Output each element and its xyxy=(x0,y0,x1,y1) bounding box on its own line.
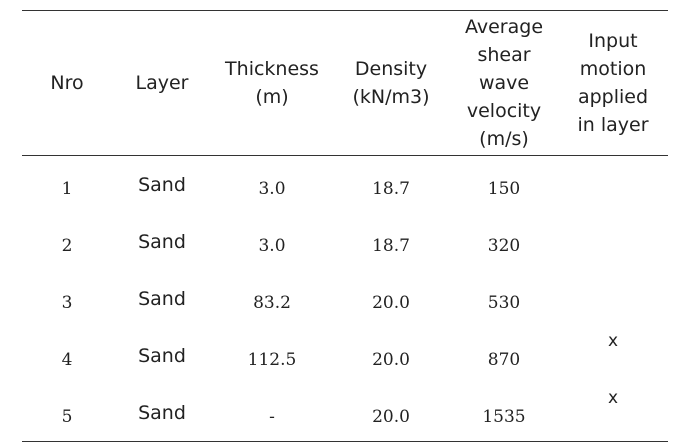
cell-density: 20.0 xyxy=(372,349,410,370)
cell-density: 18.7 xyxy=(372,235,410,256)
header-velocity-line-1: Average xyxy=(464,16,544,38)
table-row: 1 Sand 3.0 18.7 150 xyxy=(22,156,668,214)
cell-velocity: 320 xyxy=(487,235,521,256)
header-input-line-2: motion xyxy=(579,58,647,80)
soil-layer-table-container: Nro Layer Thickness (m) Density (kN/m3) … xyxy=(22,10,668,442)
header-velocity: Average shear wave velocity (m/s) xyxy=(450,11,558,156)
cell-nro: 3 xyxy=(61,292,73,313)
cell-velocity: 870 xyxy=(487,349,521,370)
header-input-motion: Input motion applied in layer xyxy=(558,11,668,156)
header-velocity-line-5: (m/s) xyxy=(479,128,529,150)
cell-velocity: 530 xyxy=(487,292,521,313)
header-input-line-4: in layer xyxy=(577,114,649,136)
header-row: Nro Layer Thickness (m) Density (kN/m3) … xyxy=(22,10,668,156)
header-density-line-1: Density xyxy=(354,58,428,80)
cell-input xyxy=(558,156,668,214)
soil-layer-table: Nro Layer Thickness (m) Density (kN/m3) … xyxy=(22,10,668,442)
cell-density: 20.0 xyxy=(372,406,410,427)
cell-layer: Sand xyxy=(138,287,186,310)
header-nro: Nro xyxy=(22,11,112,156)
cell-thickness: - xyxy=(269,406,275,427)
cell-input: x xyxy=(607,331,619,351)
table-body: 1 Sand 3.0 18.7 150 2 Sand 3.0 18.7 320 … xyxy=(22,156,668,442)
cell-velocity: 1535 xyxy=(482,406,526,427)
cell-thickness: 3.0 xyxy=(258,178,286,199)
header-layer: Layer xyxy=(112,11,212,156)
cell-input: x xyxy=(607,388,619,408)
header-layer-line: Layer xyxy=(135,72,189,94)
cell-nro: 1 xyxy=(61,178,73,199)
cell-density: 18.7 xyxy=(372,178,410,199)
header-velocity-line-2: shear xyxy=(477,44,531,66)
header-velocity-line-4: velocity xyxy=(466,100,542,122)
header-input-line-1: Input xyxy=(588,30,638,52)
table-header: Nro Layer Thickness (m) Density (kN/m3) … xyxy=(22,10,668,156)
cell-thickness: 112.5 xyxy=(247,349,297,370)
cell-thickness: 3.0 xyxy=(258,235,286,256)
table-row: 5 Sand - 20.0 1535 x xyxy=(22,384,668,442)
header-thickness: Thickness (m) xyxy=(212,11,332,156)
cell-density: 20.0 xyxy=(372,292,410,313)
table-row: 3 Sand 83.2 20.0 530 xyxy=(22,270,668,327)
cell-input xyxy=(558,270,668,327)
header-density: Density (kN/m3) xyxy=(332,11,450,156)
cell-velocity: 150 xyxy=(487,178,521,199)
header-input-line-3: applied xyxy=(577,86,649,108)
header-nro-line: Nro xyxy=(50,72,84,94)
table-row: 4 Sand 112.5 20.0 870 x xyxy=(22,327,668,384)
cell-layer: Sand xyxy=(138,230,186,253)
cell-thickness: 83.2 xyxy=(253,292,291,313)
cell-layer: Sand xyxy=(138,401,186,424)
header-thickness-line-2: (m) xyxy=(255,86,289,108)
table-row: 2 Sand 3.0 18.7 320 xyxy=(22,213,668,270)
cell-nro: 5 xyxy=(61,406,73,427)
cell-layer: Sand xyxy=(138,344,186,367)
header-thickness-line-1: Thickness xyxy=(225,58,319,80)
header-velocity-line-3: wave xyxy=(478,72,530,94)
cell-nro: 2 xyxy=(61,235,73,256)
cell-nro: 4 xyxy=(61,349,73,370)
cell-layer: Sand xyxy=(138,173,186,196)
header-density-line-2: (kN/m3) xyxy=(352,86,430,108)
cell-input xyxy=(558,213,668,270)
